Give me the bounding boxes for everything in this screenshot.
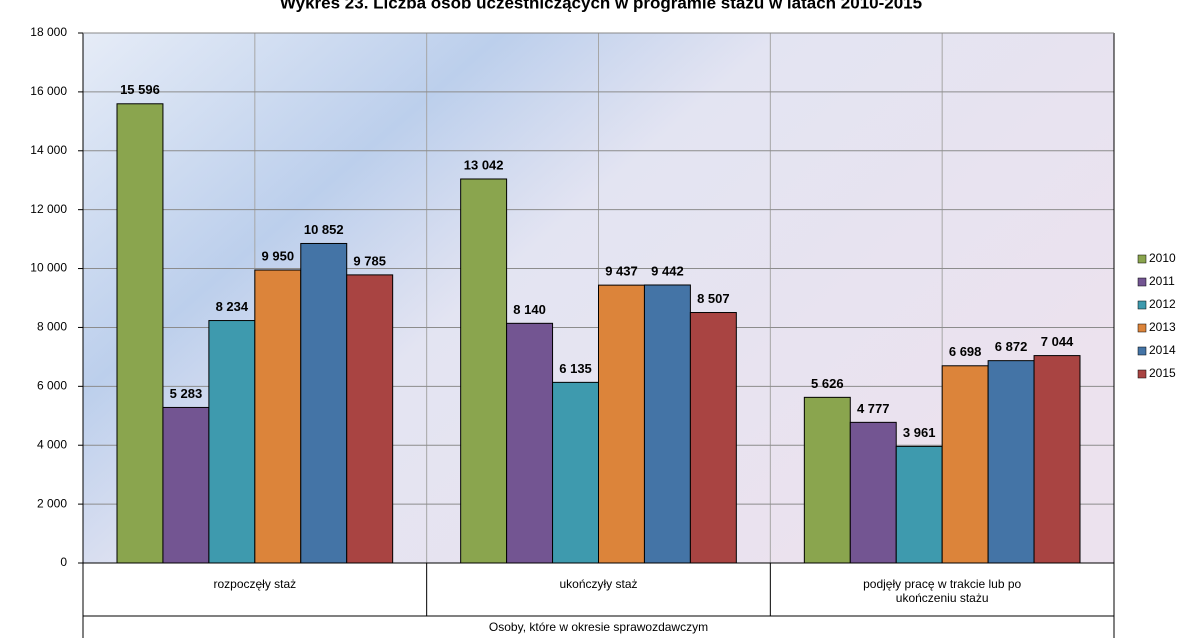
x-tick-label: rozpoczęły staż: [213, 577, 297, 591]
value-label: 8 234: [216, 299, 249, 314]
y-tick-label: 18 000: [30, 25, 67, 39]
chart-title: Wykres 23. Liczba osób uczestniczących w…: [280, 0, 922, 12]
bar: [300, 242, 348, 564]
value-label: 6 135: [559, 361, 592, 376]
x-tick-label: ukończyły staż: [559, 577, 638, 591]
y-tick-label: 2 000: [37, 496, 67, 510]
value-label: 9 437: [605, 264, 638, 279]
legend-swatch: [1137, 369, 1147, 379]
bar: [987, 360, 1035, 564]
bar: [643, 284, 691, 564]
legend-swatch: [1137, 254, 1147, 264]
legend-swatch: [1137, 277, 1147, 287]
bar: [803, 396, 851, 564]
bar: [254, 269, 302, 564]
value-label: 9 950: [262, 248, 295, 263]
y-tick-label: 4 000: [37, 437, 67, 451]
y-tick-label: 16 000: [30, 84, 67, 98]
legend-label: 2013: [1149, 320, 1176, 334]
legend-swatch: [1137, 300, 1147, 310]
value-label: 6 698: [949, 344, 982, 359]
value-label: 4 777: [857, 401, 890, 416]
y-tick-label: 12 000: [30, 202, 67, 216]
value-label: 9 785: [353, 253, 386, 268]
y-tick-label: 10 000: [30, 261, 67, 275]
x-axis-label: Osoby, które w okresie sprawozdawczym: [489, 620, 708, 634]
bar: [460, 178, 508, 564]
legend-label: 2015: [1149, 366, 1176, 380]
y-tick-label: 6 000: [37, 379, 67, 393]
bar: [941, 365, 989, 564]
value-label: 5 626: [811, 376, 844, 391]
value-label: 7 044: [1041, 334, 1074, 349]
bar: [506, 322, 554, 564]
value-label: 8 507: [697, 291, 730, 306]
value-label: 9 442: [651, 263, 684, 278]
bar: [895, 445, 943, 564]
bar: [346, 274, 394, 564]
value-label: 8 140: [513, 302, 546, 317]
bar: [849, 421, 897, 564]
legend-swatch: [1137, 323, 1147, 333]
value-label: 15 596: [120, 82, 160, 97]
value-label: 13 042: [464, 157, 504, 172]
legend-label: 2010: [1149, 251, 1176, 265]
x-tick-label: podjęły pracę w trakcie lub po ukończeni…: [863, 577, 1022, 605]
bar: [552, 381, 599, 564]
bar: [208, 320, 256, 564]
bar: [689, 312, 737, 564]
y-tick-label: 0: [60, 555, 67, 569]
y-tick-label: 8 000: [37, 320, 67, 334]
bar: [162, 406, 210, 564]
value-label: 6 872: [995, 339, 1028, 354]
bar: [1033, 355, 1081, 564]
value-label: 10 852: [304, 222, 344, 237]
bar: [598, 284, 645, 564]
legend-label: 2014: [1149, 343, 1176, 357]
value-label: 5 283: [170, 386, 203, 401]
y-tick-label: 14 000: [30, 143, 67, 157]
legend-label: 2011: [1149, 274, 1175, 288]
legend-swatch: [1137, 346, 1147, 356]
legend-label: 2012: [1149, 297, 1176, 311]
bar: [116, 103, 164, 564]
value-label: 3 961: [903, 425, 936, 440]
